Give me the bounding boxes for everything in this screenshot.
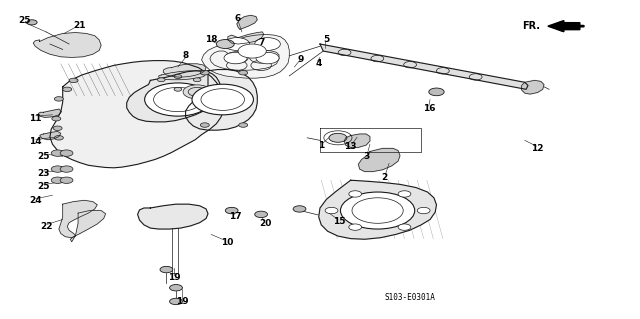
Polygon shape bbox=[358, 148, 400, 172]
Circle shape bbox=[51, 150, 64, 156]
Circle shape bbox=[398, 224, 411, 230]
Text: 16: 16 bbox=[422, 104, 435, 113]
Circle shape bbox=[60, 177, 73, 183]
Circle shape bbox=[54, 136, 63, 140]
Circle shape bbox=[157, 78, 165, 82]
Polygon shape bbox=[210, 50, 279, 70]
FancyArrow shape bbox=[548, 20, 580, 32]
Circle shape bbox=[225, 207, 238, 214]
Polygon shape bbox=[228, 32, 264, 44]
Polygon shape bbox=[522, 80, 544, 94]
Text: 25: 25 bbox=[37, 182, 50, 191]
Text: 9: 9 bbox=[298, 55, 304, 63]
Circle shape bbox=[51, 166, 64, 172]
Circle shape bbox=[340, 192, 415, 229]
Text: 23: 23 bbox=[37, 169, 50, 178]
Circle shape bbox=[183, 85, 211, 99]
Text: 21: 21 bbox=[74, 21, 86, 30]
Circle shape bbox=[255, 38, 280, 50]
Circle shape bbox=[53, 126, 62, 130]
Text: 24: 24 bbox=[29, 197, 42, 205]
Circle shape bbox=[60, 150, 73, 156]
Text: 12: 12 bbox=[531, 144, 544, 153]
Circle shape bbox=[239, 70, 248, 75]
Text: 8: 8 bbox=[182, 51, 189, 60]
Circle shape bbox=[293, 206, 306, 212]
Circle shape bbox=[349, 224, 362, 230]
Text: 1: 1 bbox=[318, 141, 324, 150]
Text: 10: 10 bbox=[221, 238, 234, 247]
Polygon shape bbox=[344, 134, 370, 147]
Text: 22: 22 bbox=[40, 222, 52, 231]
Circle shape bbox=[256, 52, 279, 64]
Circle shape bbox=[200, 123, 209, 127]
Text: 13: 13 bbox=[344, 142, 357, 151]
Text: 11: 11 bbox=[29, 114, 42, 122]
Circle shape bbox=[417, 207, 430, 214]
Circle shape bbox=[63, 87, 72, 92]
Polygon shape bbox=[50, 61, 224, 168]
Polygon shape bbox=[163, 64, 206, 77]
Text: 20: 20 bbox=[259, 219, 272, 228]
Circle shape bbox=[216, 40, 234, 48]
Circle shape bbox=[224, 52, 247, 64]
Circle shape bbox=[54, 97, 63, 101]
Text: 25: 25 bbox=[18, 16, 31, 25]
Circle shape bbox=[398, 191, 411, 197]
Text: 18: 18 bbox=[205, 35, 218, 44]
Polygon shape bbox=[138, 204, 208, 229]
Circle shape bbox=[239, 123, 248, 127]
Circle shape bbox=[429, 88, 444, 96]
Text: FR.: FR. bbox=[522, 21, 540, 31]
Text: 7: 7 bbox=[258, 38, 264, 47]
Polygon shape bbox=[202, 34, 289, 78]
Text: 5: 5 bbox=[323, 35, 330, 44]
Text: 19: 19 bbox=[168, 273, 180, 282]
Circle shape bbox=[349, 191, 362, 197]
Circle shape bbox=[51, 177, 64, 183]
Circle shape bbox=[193, 78, 201, 82]
Polygon shape bbox=[320, 44, 528, 89]
Circle shape bbox=[200, 70, 209, 75]
Text: 14: 14 bbox=[29, 137, 42, 146]
Circle shape bbox=[224, 38, 250, 50]
Polygon shape bbox=[38, 109, 61, 117]
Polygon shape bbox=[70, 211, 106, 242]
Circle shape bbox=[170, 285, 182, 291]
Circle shape bbox=[170, 298, 182, 305]
Circle shape bbox=[60, 166, 73, 172]
Text: 2: 2 bbox=[381, 173, 387, 182]
Circle shape bbox=[174, 87, 182, 91]
Polygon shape bbox=[127, 71, 221, 122]
Polygon shape bbox=[40, 131, 61, 140]
Polygon shape bbox=[59, 200, 97, 238]
Polygon shape bbox=[33, 33, 101, 57]
Circle shape bbox=[238, 44, 266, 58]
Text: 17: 17 bbox=[229, 212, 242, 221]
Circle shape bbox=[192, 84, 253, 115]
Text: 6: 6 bbox=[235, 14, 241, 23]
Circle shape bbox=[255, 211, 268, 218]
Circle shape bbox=[160, 266, 173, 273]
Polygon shape bbox=[237, 15, 257, 29]
Polygon shape bbox=[159, 71, 206, 80]
Text: 19: 19 bbox=[176, 297, 189, 306]
Circle shape bbox=[27, 20, 37, 25]
Circle shape bbox=[325, 207, 338, 214]
Circle shape bbox=[174, 75, 182, 78]
Text: 25: 25 bbox=[37, 152, 50, 161]
Circle shape bbox=[52, 116, 61, 121]
Text: 15: 15 bbox=[333, 217, 346, 226]
Text: 4: 4 bbox=[316, 59, 322, 68]
Text: 3: 3 bbox=[363, 152, 369, 161]
Polygon shape bbox=[186, 70, 257, 130]
Circle shape bbox=[69, 78, 78, 83]
Circle shape bbox=[145, 83, 211, 116]
Text: S103-E0301A: S103-E0301A bbox=[384, 293, 435, 302]
Circle shape bbox=[329, 133, 347, 142]
Polygon shape bbox=[319, 180, 436, 239]
